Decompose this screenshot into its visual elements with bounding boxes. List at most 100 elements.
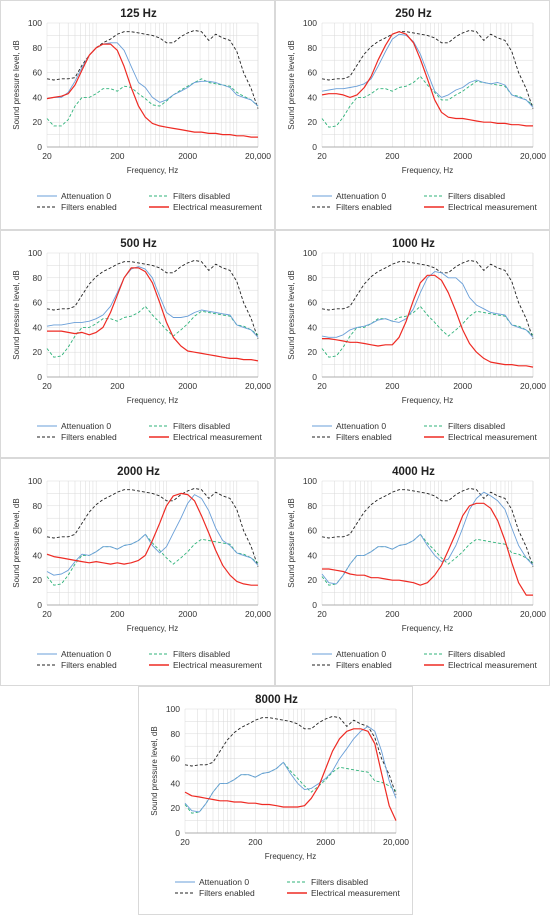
chart-title: 250 Hz [395,8,432,20]
series-line-filters-enabled [46,487,259,567]
y-tick-label: 60 [33,68,43,78]
chart-title: 500 Hz [120,238,157,250]
legend: Attenuation 0 Filters disabled Filters ena… [312,191,537,212]
y-tick-label: 80 [33,43,43,53]
x-tick-label: 2000 [178,151,197,161]
y-axis-label: Sound pressure level, dB [287,40,296,129]
chart-title: 125 Hz [120,8,157,20]
y-axis-label: Sound pressure level, dB [287,270,296,359]
x-tick-label: 20 [317,151,327,161]
y-axis-label: Sound pressure level, dB [287,498,296,587]
x-axis-label: Frequency, Hz [127,166,178,175]
legend-label-filters-enabled: Filters enabled [336,660,392,670]
x-tick-label: 200 [385,609,399,619]
x-tick-label: 2000 [316,837,335,847]
y-tick-label: 0 [312,142,317,152]
series-line-attenuation [321,33,534,108]
series-group [321,259,534,368]
y-tick-label: 20 [171,803,181,813]
x-tick-label: 20,000 [520,151,546,161]
legend-label-filters-enabled: Filters enabled [61,432,117,442]
series-group [321,487,534,596]
series-group [46,487,259,586]
y-tick-label: 40 [33,322,43,332]
x-tick-label: 20 [42,381,52,391]
y-axis-label: Sound pressure level, dB [150,726,159,815]
y-axis-label: Sound pressure level, dB [12,270,21,359]
x-tick-label: 20,000 [245,381,271,391]
chart-title: 8000 Hz [255,694,298,706]
series-line-filters-enabled [46,259,259,339]
x-axis-label: Frequency, Hz [127,396,178,405]
legend-label-filters-disabled: Filters disabled [311,877,368,887]
x-tick-label: 20,000 [245,609,271,619]
y-tick-label: 100 [28,248,42,258]
series-line-electrical [322,502,533,596]
y-tick-label: 100 [166,704,180,714]
y-tick-label: 100 [303,18,317,28]
legend-label-attenuation: Attenuation 0 [61,421,111,431]
x-tick-label: 20 [317,609,327,619]
y-tick-label: 0 [312,600,317,610]
y-tick-label: 20 [33,575,43,585]
x-axis-label: Frequency, Hz [402,396,453,405]
legend-label-attenuation: Attenuation 0 [336,421,386,431]
y-tick-label: 40 [308,92,318,102]
series-line-filters-disabled [321,75,534,128]
legend: Attenuation 0 Filters disabled Filters ena… [37,191,262,212]
y-tick-label: 80 [308,43,318,53]
legend-label-electrical: Electrical measurement [173,432,262,442]
series-line-attenuation [321,491,534,585]
legend-label-filters-enabled: Filters enabled [336,202,392,212]
series-line-electrical [46,43,258,138]
legend-label-filters-enabled: Filters enabled [61,202,117,212]
x-tick-label: 200 [248,837,262,847]
legend-label-attenuation: Attenuation 0 [199,877,249,887]
y-tick-label: 20 [33,117,43,127]
series-line-attenuation [184,725,397,813]
legend: Attenuation 0 Filters disabled Filters ena… [175,877,400,898]
y-tick-label: 40 [308,550,318,560]
x-axis-label: Frequency, Hz [402,166,453,175]
series-line-filters-enabled [184,715,397,795]
legend-label-filters-disabled: Filters disabled [173,649,230,659]
x-tick-label: 2000 [453,609,472,619]
grid [46,22,259,148]
legend: Attenuation 0 Filters disabled Filters ena… [312,421,537,442]
series-group [321,29,534,128]
y-tick-label: 0 [37,600,42,610]
y-axis-label: Sound pressure level, dB [12,40,21,129]
legend-label-filters-disabled: Filters disabled [448,191,505,201]
y-tick-label: 20 [33,347,43,357]
series-line-filters-disabled [321,533,534,586]
x-tick-label: 200 [110,609,124,619]
legend: Attenuation 0 Filters disabled Filters ena… [37,421,262,442]
y-tick-label: 20 [308,347,318,357]
x-tick-label: 20 [42,609,52,619]
legend-label-attenuation: Attenuation 0 [61,191,111,201]
y-tick-label: 80 [33,273,43,283]
legend-label-filters-disabled: Filters disabled [448,649,505,659]
y-tick-label: 60 [308,298,318,308]
series-line-filters-enabled [321,259,534,339]
chart-panel-2000hz: 2000 Hz 0 20 40 60 80 100 20 200 2000 20,000 Freque… [0,458,275,686]
series-line-attenuation [46,494,259,576]
series-line-filters-enabled [46,29,259,109]
x-tick-label: 20,000 [520,381,546,391]
legend-label-filters-enabled: Filters enabled [336,432,392,442]
x-axis-label: Frequency, Hz [402,624,453,633]
y-tick-label: 0 [37,372,42,382]
x-tick-label: 20,000 [245,151,271,161]
legend-label-attenuation: Attenuation 0 [336,649,386,659]
legend-label-filters-enabled: Filters enabled [61,660,117,670]
legend-label-electrical: Electrical measurement [448,432,537,442]
y-tick-label: 60 [33,526,43,536]
x-tick-label: 20 [317,381,327,391]
y-tick-label: 20 [308,575,318,585]
series-line-electrical [322,274,534,368]
y-tick-label: 100 [303,248,317,258]
